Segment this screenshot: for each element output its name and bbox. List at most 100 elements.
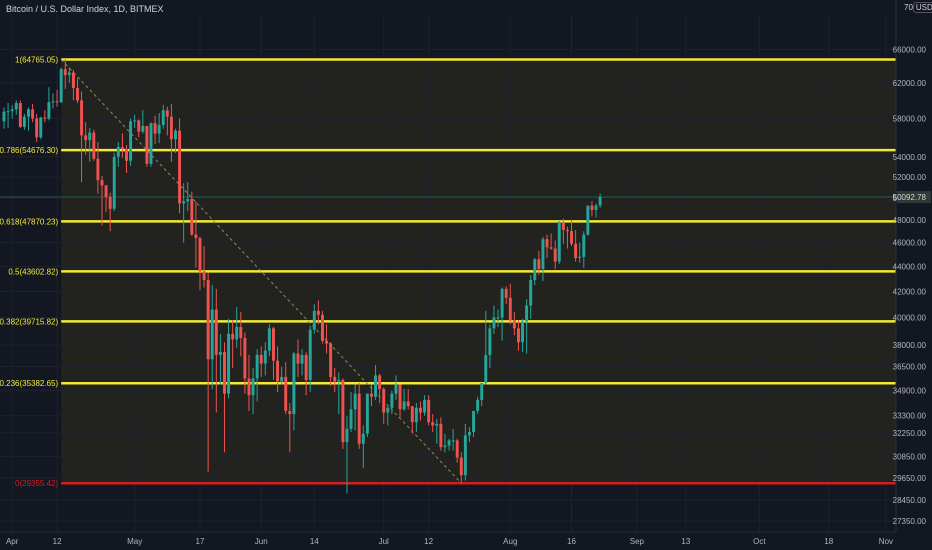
- candle-body: [378, 375, 382, 390]
- candle-body: [414, 407, 418, 423]
- candle: [329, 342, 333, 386]
- candle: [516, 320, 520, 351]
- candle-body: [182, 201, 186, 204]
- candle: [467, 427, 471, 443]
- price-tick-label: 62000.00: [893, 79, 927, 88]
- candle-body: [190, 199, 194, 235]
- fib-level-label: 0.786(54676.30): [0, 146, 58, 155]
- candle-body: [18, 103, 22, 127]
- candle: [447, 438, 451, 451]
- time-tick-label: Jul: [379, 537, 389, 546]
- candle-body: [137, 120, 141, 132]
- candlestick-series: [2, 59, 602, 494]
- candle-body: [394, 384, 398, 394]
- candle: [472, 410, 476, 438]
- candle: [120, 133, 124, 158]
- candle-body: [63, 69, 67, 76]
- price-tick-label: 34900.00: [893, 387, 927, 396]
- candle-body: [431, 422, 435, 426]
- candle-body: [22, 116, 26, 127]
- time-tick-label: Aug: [503, 537, 517, 546]
- price-axis[interactable]: 66000.00 62000.00 58000.00 54000.00 52000.00…: [893, 0, 932, 550]
- candle-body: [235, 326, 239, 340]
- candle: [129, 118, 133, 166]
- candle-body: [590, 205, 594, 210]
- candle: [14, 100, 18, 115]
- candle: [84, 122, 88, 155]
- price-tick-label: 40000.00: [893, 314, 927, 323]
- candle: [292, 352, 296, 431]
- candle: [570, 219, 573, 247]
- candle-body: [467, 432, 471, 436]
- candle: [431, 414, 435, 433]
- time-tick-label: 18: [824, 537, 833, 546]
- candle-body: [276, 360, 280, 382]
- time-tick-label: 17: [196, 537, 205, 546]
- candle-body: [455, 440, 459, 458]
- candle: [96, 142, 100, 194]
- candle: [218, 333, 222, 385]
- candle-body: [88, 132, 92, 141]
- candle-body: [312, 310, 316, 330]
- candle: [2, 107, 6, 129]
- candle: [455, 438, 459, 463]
- candle-body: [141, 125, 145, 132]
- time-tick-label: Nov: [879, 537, 893, 546]
- candle-body: [43, 117, 47, 119]
- candle-body: [410, 406, 414, 423]
- candle: [533, 258, 537, 286]
- candle: [578, 242, 582, 263]
- candle: [35, 113, 39, 143]
- time-axis[interactable]: Apr 12 May 17 Jun 14 Jul 12 Aug 16 Sep 13 Oct 18 Nov: [0, 531, 932, 550]
- candle: [300, 349, 304, 376]
- symbol-title[interactable]: Bitcoin / U.S. Dollar Index, 1D, BITMEX: [6, 4, 164, 14]
- candle: [104, 185, 108, 213]
- candle-body: [533, 259, 537, 281]
- candle-body: [484, 354, 488, 383]
- candle: [553, 240, 557, 269]
- candle-body: [386, 407, 390, 413]
- candle-body: [153, 123, 157, 134]
- price-tick-label: 58000.00: [893, 115, 927, 124]
- candle-body: [178, 130, 182, 204]
- candle-body: [418, 407, 422, 413]
- fib-retracement[interactable]: 1(64765.05) 0.786(54676.30) 0.618(47870.23…: [0, 55, 896, 488]
- candle-body: [504, 288, 508, 298]
- candle: [333, 368, 337, 393]
- candle: [235, 306, 239, 348]
- candle: [80, 91, 84, 183]
- candle: [545, 234, 549, 259]
- candle: [108, 192, 112, 232]
- fib-level-label: 0(29355.42): [15, 479, 58, 488]
- candle: [182, 183, 186, 243]
- candle: [557, 220, 561, 265]
- candle: [259, 346, 263, 377]
- candle: [353, 384, 357, 431]
- candle-body: [549, 247, 553, 249]
- candle: [88, 127, 92, 162]
- price-tick-label: 38000.00: [893, 341, 927, 350]
- candle: [190, 191, 194, 236]
- candle: [51, 93, 55, 109]
- candle-body: [304, 354, 308, 380]
- fib-level-label: 0.618(47870.23): [0, 217, 58, 226]
- candle: [194, 201, 198, 268]
- fib-level-label: 0.5(43602.82): [8, 267, 58, 276]
- candle: [512, 312, 516, 336]
- candle: [255, 349, 259, 402]
- candle-body: [71, 72, 75, 89]
- candle: [316, 300, 320, 325]
- candle-body: [14, 103, 18, 110]
- candle: [561, 218, 565, 244]
- candle-body: [321, 314, 324, 341]
- candle-body: [125, 148, 128, 161]
- currency-badge[interactable]: 70 USD: [904, 2, 932, 13]
- candle-body: [459, 457, 463, 476]
- candle-body: [186, 199, 190, 202]
- candle: [263, 342, 267, 376]
- candle: [284, 362, 288, 415]
- candle: [206, 272, 210, 472]
- candle: [341, 378, 345, 449]
- candle-body: [116, 146, 120, 157]
